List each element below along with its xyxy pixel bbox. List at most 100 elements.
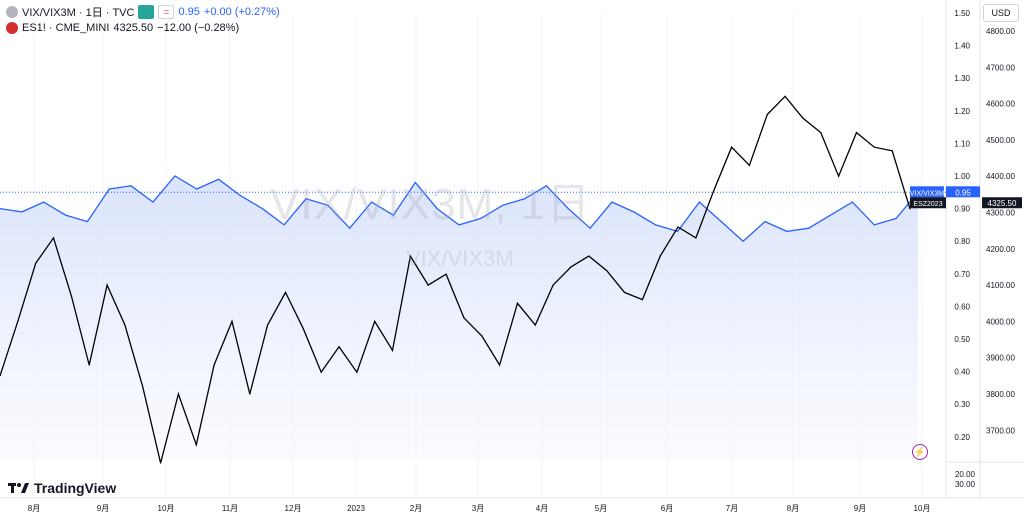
es-point xyxy=(17,320,19,322)
es-point xyxy=(623,291,626,293)
es-point xyxy=(784,95,786,97)
right-axis-tick: 4700.00 xyxy=(986,63,1015,72)
es-name-tag-label: ESZ2023 xyxy=(913,201,942,208)
left-axis-tick: 1.50 xyxy=(954,9,970,18)
right-axis-tick: 3800.00 xyxy=(986,390,1015,399)
es-point xyxy=(499,364,501,366)
left-axis-tick: 0.40 xyxy=(954,368,970,377)
vix-point xyxy=(86,221,88,223)
right-axis-tick: 4100.00 xyxy=(986,281,1015,290)
es-point xyxy=(713,190,715,192)
right-axis-tick: 4600.00 xyxy=(986,100,1015,109)
legend-compare-change: −12.00 (−0.28%) xyxy=(157,22,240,34)
vix-point xyxy=(371,201,373,203)
vix-point xyxy=(611,201,613,203)
es-point xyxy=(873,146,875,148)
vix-point xyxy=(327,204,329,206)
left-axis-tick: 0.70 xyxy=(954,270,970,279)
vix-point xyxy=(720,221,722,223)
left-axis-tick: 0.60 xyxy=(954,302,970,311)
left-axis-tick: 0.30 xyxy=(954,400,970,409)
vix-point xyxy=(21,211,23,213)
vix-point xyxy=(174,175,176,177)
es-point xyxy=(802,117,804,119)
watermark-symbol: VIX/VIX3M xyxy=(406,246,514,271)
flag-icon[interactable] xyxy=(138,5,155,19)
legend-main-change: +0.00 (+0.27%) xyxy=(203,6,280,18)
es-point xyxy=(516,302,519,304)
legend-compare[interactable]: ES1! · CME_MINI 4325.50 −12.00 (−0.28%) xyxy=(6,22,239,34)
es-point xyxy=(677,226,679,228)
es-logo-icon xyxy=(6,22,18,34)
time-axis-label: 10月 xyxy=(158,504,175,513)
vix-point xyxy=(502,204,504,206)
vix-value-tag xyxy=(946,186,980,198)
time-axis-label: 12月 xyxy=(285,504,302,513)
equal-icon[interactable]: = xyxy=(158,5,175,19)
right-axis-tick: 4200.00 xyxy=(986,245,1015,254)
vix-point xyxy=(239,195,241,197)
vix-name-tag xyxy=(910,186,944,198)
vix-point xyxy=(524,198,526,200)
flash-icon[interactable]: ⚡ xyxy=(912,444,928,460)
time-axis[interactable]: 8月 9月 10月 11月 12月 2023 2月 3月 4月 5月 6月 7月 8月 9月 10月 xyxy=(28,504,931,513)
es-point xyxy=(659,255,661,257)
vix-point xyxy=(349,227,351,229)
left-axis-tick: 1.40 xyxy=(954,42,970,51)
legend-compare-value: 4325.50 xyxy=(113,22,154,34)
sub-axis-tick: 30.00 xyxy=(955,480,976,489)
symbol-logo-icon xyxy=(6,6,18,18)
vix-point xyxy=(873,224,875,226)
vix-point xyxy=(261,208,263,210)
legend-main-value: 0.95 xyxy=(178,6,200,18)
es-point xyxy=(356,371,358,373)
es-point xyxy=(52,237,55,239)
left-price-axis[interactable]: 1.50 1.40 1.30 1.20 1.10 1.00 0.90 0.80 0.70 0.60… xyxy=(954,9,970,442)
right-axis-tick: 4300.00 xyxy=(986,209,1015,218)
vix-point xyxy=(43,201,45,203)
es-point xyxy=(106,284,108,286)
vix-point xyxy=(677,230,679,232)
es-value-tag xyxy=(982,197,1022,209)
es-point xyxy=(891,150,893,152)
time-axis-label: 8月 xyxy=(28,504,40,513)
vix-point xyxy=(698,201,701,203)
legend-main[interactable]: VIX/VIX3M · 1日 · TVC = 0.95 +0.00 (+0.27… xyxy=(6,4,280,20)
right-axis-tick: 3700.00 xyxy=(986,426,1015,435)
es-point xyxy=(267,324,269,326)
vix-point xyxy=(786,230,788,232)
es-point xyxy=(213,364,215,366)
left-axis-tick: 0.90 xyxy=(954,205,970,214)
es-point xyxy=(748,164,751,166)
currency-select[interactable]: USD xyxy=(983,4,1019,22)
vix-area-fill xyxy=(0,176,918,460)
es-point xyxy=(766,113,768,116)
right-axis-tick: 4400.00 xyxy=(986,172,1015,181)
es-point xyxy=(534,324,536,326)
time-axis-label: 9月 xyxy=(854,504,866,513)
es-point xyxy=(177,393,179,395)
tradingview-logo[interactable]: TradingView xyxy=(8,480,116,496)
time-axis-label: 7月 xyxy=(726,504,738,513)
es-value-tag-label: 4325.50 xyxy=(988,199,1017,208)
vix-point xyxy=(589,227,591,229)
vix-point xyxy=(305,198,307,200)
vix-point xyxy=(130,185,132,187)
vix-point xyxy=(65,214,67,216)
vix-point xyxy=(283,224,285,226)
left-axis-tick: 1.30 xyxy=(954,74,970,83)
legend-main-symbol[interactable]: VIX/VIX3M · 1日 · TVC xyxy=(22,7,135,19)
es-point xyxy=(284,291,287,293)
vix-value-tag-label: 0.95 xyxy=(955,188,971,197)
time-axis-label: 11月 xyxy=(222,504,238,513)
right-price-axis[interactable]: 4800.00 4700.00 4600.00 4500.00 4400.00 4300.… xyxy=(955,27,1016,489)
legend-compare-symbol[interactable]: ES1! · CME_MINI xyxy=(22,22,110,34)
vix-point xyxy=(152,201,154,203)
es-point xyxy=(552,284,554,286)
plot-area xyxy=(0,95,946,464)
es-point xyxy=(855,132,858,134)
es-point xyxy=(231,320,233,322)
vix-point xyxy=(633,211,635,213)
vix-point xyxy=(218,178,220,180)
